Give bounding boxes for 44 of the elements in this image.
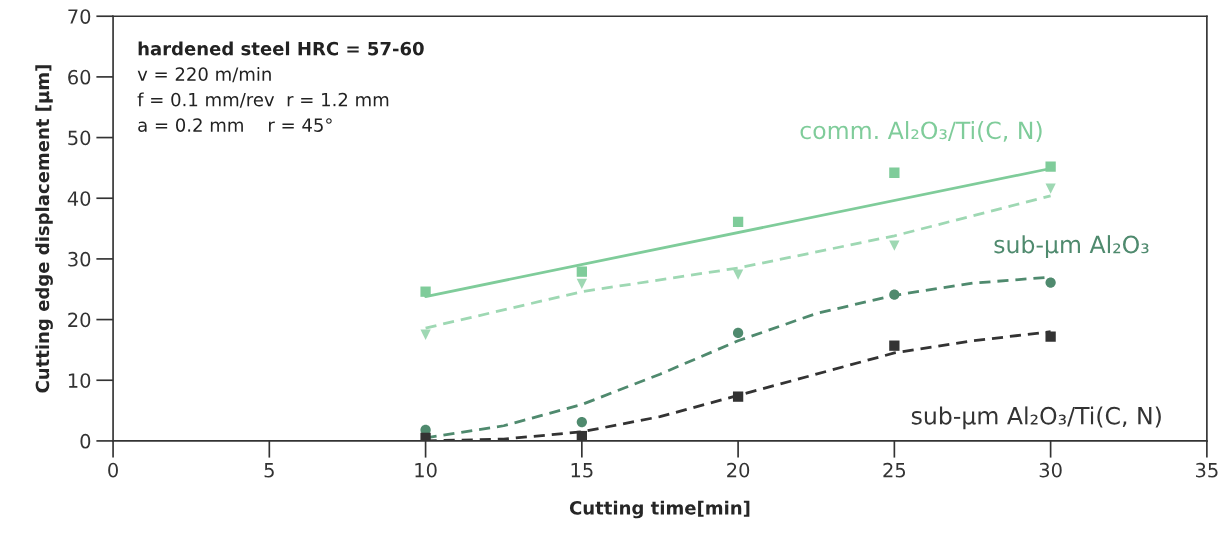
annotation: f = 0.1 mm/rev r = 1.2 mm bbox=[137, 92, 389, 108]
series-label: comm. Al₂O₃/Ti(C, N) bbox=[800, 120, 1042, 143]
point bbox=[732, 216, 744, 228]
annotation: a = 0.2 mm r = 45° bbox=[138, 118, 332, 132]
x-axis-title: Cutting time[min] bbox=[569, 500, 750, 519]
point bbox=[889, 240, 900, 251]
point bbox=[576, 266, 587, 277]
x-tick-label: 15 bbox=[571, 463, 593, 478]
x-tick-label: 30 bbox=[1039, 462, 1062, 478]
y-tick-label: 70 bbox=[68, 9, 91, 24]
point bbox=[732, 391, 744, 402]
y-tick-label: 50 bbox=[68, 130, 91, 146]
y-tick-label: 30 bbox=[68, 251, 91, 267]
point bbox=[1045, 183, 1056, 194]
y-tick-label: 60 bbox=[68, 69, 91, 85]
point bbox=[732, 327, 744, 339]
point bbox=[576, 430, 587, 441]
point bbox=[889, 289, 900, 300]
x-tick-label: 5 bbox=[264, 463, 274, 478]
point bbox=[420, 432, 431, 441]
annotation: v = 220 m/min bbox=[137, 66, 271, 83]
y-tick-label: 10 bbox=[68, 373, 91, 388]
series-label: sub-µm Al₂O₃ bbox=[994, 235, 1149, 258]
x-tick-label: 10 bbox=[415, 462, 437, 478]
point bbox=[1045, 331, 1056, 342]
point bbox=[576, 278, 587, 289]
y-tick-label: 0 bbox=[80, 433, 91, 449]
annotation: hardened steel HRC = 57-60 bbox=[138, 41, 424, 56]
y-tick-label: 20 bbox=[68, 312, 91, 328]
y-tick-label: 40 bbox=[67, 191, 91, 206]
point bbox=[1045, 161, 1056, 172]
x-tick-label: 35 bbox=[1195, 462, 1218, 478]
y-axis-title: Cutting edge displacement [µm] bbox=[35, 65, 53, 393]
point bbox=[889, 167, 900, 178]
point bbox=[420, 286, 431, 297]
x-tick-label: 0 bbox=[108, 462, 118, 478]
point bbox=[420, 329, 431, 340]
x-tick-label: 20 bbox=[727, 462, 750, 478]
x-tick-label: 25 bbox=[883, 462, 906, 478]
point bbox=[1045, 277, 1056, 288]
point bbox=[889, 340, 900, 351]
point bbox=[576, 416, 587, 428]
point bbox=[732, 269, 744, 280]
text: sub-µm Al₂O₃/Ti(C, N) bbox=[911, 406, 1161, 430]
